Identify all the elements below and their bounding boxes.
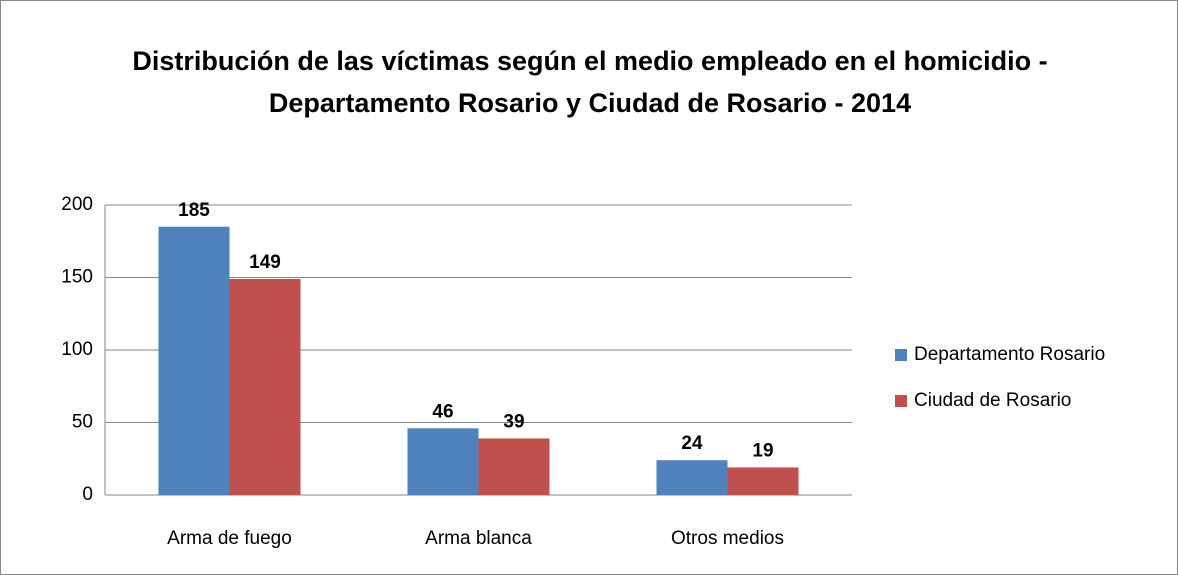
bar bbox=[158, 226, 230, 495]
y-tick-label: 150 bbox=[61, 267, 93, 288]
chart-title: Distribución de las víctimas según el me… bbox=[132, 46, 1048, 118]
bar bbox=[229, 278, 301, 495]
y-tick-label: 50 bbox=[72, 412, 93, 433]
legend-swatch bbox=[895, 395, 907, 407]
y-tick-label: 200 bbox=[61, 194, 93, 215]
data-label: 24 bbox=[681, 433, 703, 454]
bar bbox=[478, 438, 550, 495]
x-tick-label: Arma de fuego bbox=[167, 528, 292, 549]
y-tick-label: 0 bbox=[82, 484, 93, 505]
legend-swatch bbox=[895, 349, 907, 361]
legend-label: Ciudad de Rosario bbox=[914, 390, 1071, 411]
x-tick-label: Otros medios bbox=[671, 528, 784, 549]
legend-label: Departamento Rosario bbox=[914, 344, 1105, 365]
data-label: 149 bbox=[249, 252, 281, 273]
bar bbox=[727, 467, 799, 495]
data-label: 185 bbox=[178, 200, 210, 221]
data-label: 19 bbox=[752, 440, 773, 461]
x-tick-label: Arma blanca bbox=[425, 528, 532, 549]
data-label: 39 bbox=[503, 411, 524, 432]
data-label: 46 bbox=[432, 401, 453, 422]
bar bbox=[656, 460, 728, 495]
y-tick-label: 100 bbox=[61, 339, 93, 360]
bar bbox=[407, 428, 479, 495]
